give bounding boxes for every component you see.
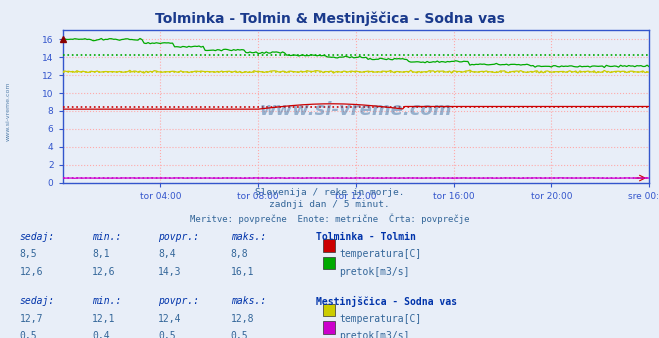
Text: pretok[m3/s]: pretok[m3/s]: [339, 331, 410, 338]
Text: Tolminka - Tolmin: Tolminka - Tolmin: [316, 232, 416, 242]
Text: www.si-vreme.com: www.si-vreme.com: [5, 82, 11, 141]
Text: 0,4: 0,4: [92, 331, 110, 338]
Text: Meritve: povprečne  Enote: metrične  Črta: povprečje: Meritve: povprečne Enote: metrične Črta:…: [190, 213, 469, 224]
Text: povpr.:: povpr.:: [158, 296, 199, 306]
Text: 12,6: 12,6: [92, 267, 116, 277]
Text: 0,5: 0,5: [231, 331, 248, 338]
Text: min.:: min.:: [92, 232, 122, 242]
Text: 14,3: 14,3: [158, 267, 182, 277]
Text: 12,1: 12,1: [92, 314, 116, 324]
Text: pretok[m3/s]: pretok[m3/s]: [339, 267, 410, 277]
Text: 12,7: 12,7: [20, 314, 43, 324]
Text: maks.:: maks.:: [231, 296, 266, 306]
Text: 8,1: 8,1: [92, 249, 110, 259]
Text: povpr.:: povpr.:: [158, 232, 199, 242]
Text: 0,5: 0,5: [20, 331, 38, 338]
Text: Slovenija / reke in morje.: Slovenija / reke in morje.: [255, 188, 404, 197]
Text: Tolminka - Tolmin & Mestinjščica - Sodna vas: Tolminka - Tolmin & Mestinjščica - Sodna…: [155, 12, 504, 26]
Text: 8,5: 8,5: [20, 249, 38, 259]
Text: temperatura[C]: temperatura[C]: [339, 249, 422, 259]
Text: temperatura[C]: temperatura[C]: [339, 314, 422, 324]
Text: zadnji dan / 5 minut.: zadnji dan / 5 minut.: [269, 200, 390, 210]
Text: 8,8: 8,8: [231, 249, 248, 259]
Text: www.si-vreme.com: www.si-vreme.com: [260, 100, 452, 119]
Text: 12,8: 12,8: [231, 314, 254, 324]
Text: 12,6: 12,6: [20, 267, 43, 277]
Text: Mestinjščica - Sodna vas: Mestinjščica - Sodna vas: [316, 296, 457, 307]
Text: 0,5: 0,5: [158, 331, 176, 338]
Text: 16,1: 16,1: [231, 267, 254, 277]
Text: min.:: min.:: [92, 296, 122, 306]
Text: sedaj:: sedaj:: [20, 232, 55, 242]
Text: sedaj:: sedaj:: [20, 296, 55, 306]
Text: maks.:: maks.:: [231, 232, 266, 242]
Text: 8,4: 8,4: [158, 249, 176, 259]
Text: 12,4: 12,4: [158, 314, 182, 324]
